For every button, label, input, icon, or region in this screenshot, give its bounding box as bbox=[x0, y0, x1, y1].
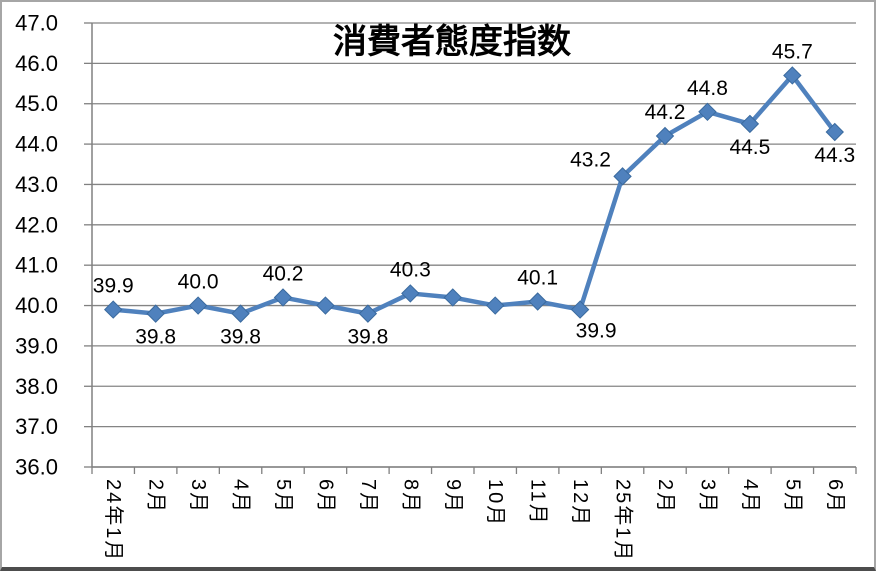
data-label: 44.3 bbox=[814, 144, 855, 167]
y-tick-label: 39.0 bbox=[15, 333, 58, 358]
data-point-marker bbox=[146, 304, 165, 323]
data-label: 40.2 bbox=[263, 262, 304, 285]
x-tick-label: 7月 bbox=[357, 479, 379, 514]
data-point-marker bbox=[316, 296, 335, 315]
data-point-marker bbox=[698, 102, 717, 122]
data-label: 40.0 bbox=[178, 271, 219, 294]
x-tick-label: 2月 bbox=[145, 479, 167, 514]
data-label: 39.9 bbox=[576, 320, 617, 343]
data-point-marker bbox=[104, 300, 123, 319]
x-tick-label: 11月 bbox=[527, 479, 549, 526]
data-point-marker bbox=[231, 304, 250, 323]
x-tick-label: 12月 bbox=[569, 479, 591, 527]
x-tick-label: 4月 bbox=[739, 479, 761, 514]
data-label: 39.8 bbox=[220, 326, 261, 349]
data-labels-group: 39.9 39.8 40.0 39.8 40.2 39.8 40.3 40.1 39.9 43.2… bbox=[93, 40, 855, 348]
chart-title: 消費者態度指数 bbox=[333, 23, 571, 61]
data-point-marker bbox=[655, 126, 675, 146]
y-tick-label: 42.0 bbox=[15, 212, 58, 237]
x-tick-label: 6月 bbox=[314, 479, 336, 514]
data-label: 39.8 bbox=[347, 326, 388, 349]
x-tick-label: 24年1月 bbox=[102, 479, 125, 562]
data-point-marker bbox=[401, 284, 420, 303]
y-tick-label: 43.0 bbox=[15, 172, 58, 197]
series-line bbox=[110, 73, 838, 316]
x-tick-label: 25年1月 bbox=[612, 479, 635, 562]
y-tick-label: 40.0 bbox=[15, 293, 58, 318]
x-tick-label: 8月 bbox=[399, 479, 421, 514]
data-label: 43.2 bbox=[570, 148, 611, 171]
data-point-marker bbox=[528, 292, 547, 311]
y-axis-tick-labels: 36.0 37.0 38.0 39.0 40.0 41.0 42.0 43.0 44.0 45.0… bbox=[15, 11, 58, 480]
data-point-marker bbox=[613, 167, 632, 186]
data-label: 40.3 bbox=[390, 258, 431, 281]
y-tick-label: 41.0 bbox=[15, 253, 58, 278]
series-line-group bbox=[104, 66, 844, 323]
y-tick-label: 36.0 bbox=[15, 455, 58, 480]
data-point-marker bbox=[570, 300, 590, 319]
y-tick-label: 45.0 bbox=[15, 91, 58, 116]
data-label: 39.8 bbox=[135, 326, 176, 349]
x-tick-label: 4月 bbox=[230, 479, 252, 514]
x-tick-label: 5月 bbox=[272, 479, 294, 514]
data-point-marker bbox=[443, 288, 462, 307]
y-tick-label: 38.0 bbox=[15, 374, 58, 399]
y-tick-label: 37.0 bbox=[15, 414, 58, 439]
data-label: 45.7 bbox=[772, 40, 813, 63]
axes bbox=[84, 22, 857, 474]
data-point-marker bbox=[273, 288, 293, 307]
x-tick-label: 5月 bbox=[781, 479, 803, 514]
y-tick-label: 47.0 bbox=[15, 11, 58, 36]
y-tick-label: 46.0 bbox=[15, 51, 58, 76]
x-tick-label: 9月 bbox=[442, 479, 464, 514]
data-label: 44.8 bbox=[687, 77, 728, 100]
data-point-marker bbox=[740, 114, 760, 134]
x-tick-label: 3月 bbox=[696, 479, 718, 514]
data-point-marker bbox=[825, 122, 844, 142]
data-label: 40.1 bbox=[517, 267, 558, 290]
data-point-marker bbox=[486, 296, 505, 315]
y-tick-label: 44.0 bbox=[15, 132, 58, 157]
x-tick-label: 10月 bbox=[484, 479, 506, 527]
gridlines bbox=[92, 22, 856, 468]
data-point-marker bbox=[188, 296, 208, 315]
x-axis-tick-labels: 24年1月 2月 3月 4月 5月 6月 7月 8月 9月 10月 11月 12月 25年1月 2月 3月 4… bbox=[102, 479, 846, 562]
data-point-marker bbox=[358, 304, 378, 323]
data-label: 44.2 bbox=[645, 101, 686, 124]
data-label: 44.5 bbox=[729, 136, 770, 159]
x-tick-label: 2月 bbox=[654, 479, 676, 514]
x-tick-label: 6月 bbox=[824, 479, 846, 514]
x-tick-label: 3月 bbox=[187, 479, 209, 514]
data-point-marker bbox=[783, 66, 802, 85]
data-label: 39.9 bbox=[93, 275, 134, 298]
